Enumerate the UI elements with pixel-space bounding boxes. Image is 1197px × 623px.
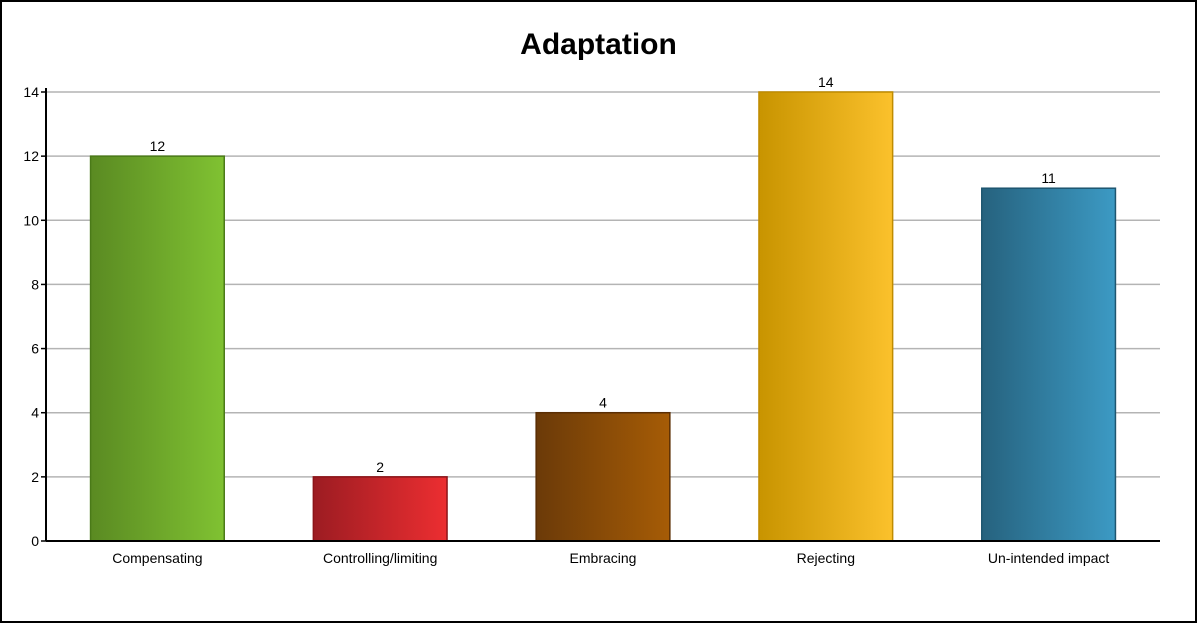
x-tick-label: Un-intended impact (988, 550, 1110, 566)
axes (41, 88, 1160, 542)
y-tick-label: 8 (31, 276, 39, 292)
y-tick-label: 6 (31, 341, 39, 357)
y-tick-label: 12 (23, 148, 39, 164)
gridlines (46, 91, 1160, 478)
x-tick-label: Compensating (112, 550, 202, 566)
data-label: 4 (599, 395, 607, 411)
y-tick-label: 4 (31, 405, 39, 421)
x-tick-label: Rejecting (797, 550, 855, 566)
y-tick-label: 10 (23, 212, 39, 228)
y-tick-label: 0 (31, 533, 39, 549)
bars (89, 91, 1117, 542)
y-tick-label: 2 (31, 469, 39, 485)
labels: 0 2 4 6 8 10 12 14 12 Compensating 2 Controlling/li… (23, 74, 1109, 566)
bar-controlling-limiting (312, 476, 448, 542)
data-label: 12 (150, 138, 166, 154)
data-label: 14 (818, 74, 834, 90)
data-label: 2 (376, 459, 384, 475)
bar-embracing (535, 411, 671, 542)
y-tick-label: 14 (23, 84, 39, 100)
data-label: 11 (1041, 170, 1056, 186)
x-tick-label: Controlling/limiting (323, 550, 437, 566)
x-tick-label: Embracing (570, 550, 637, 566)
bar-un-intended-impact (981, 187, 1117, 542)
bar-rejecting (758, 91, 894, 542)
chart-title: Adaptation (520, 28, 677, 61)
bar-compensating (89, 155, 225, 542)
